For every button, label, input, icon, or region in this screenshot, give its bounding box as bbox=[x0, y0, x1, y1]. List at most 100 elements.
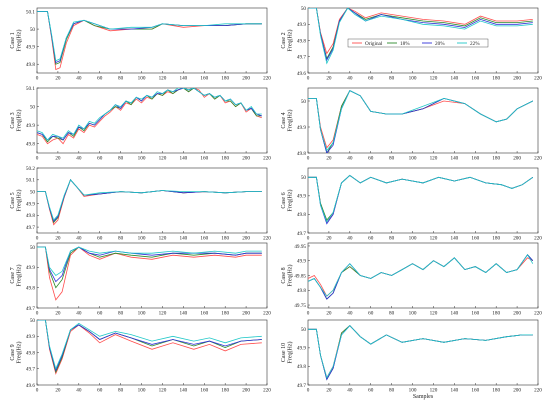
panel-case-1: 0 20 40 60 80 100 120 140 160 180 200 220 49.8 49.9 50… bbox=[10, 7, 271, 82]
y-tick-label: 49.75 bbox=[294, 303, 306, 309]
x-tick-label: 20 bbox=[326, 76, 332, 82]
y-tick-label: 50 bbox=[30, 104, 36, 110]
x-tick-label: 160 bbox=[200, 388, 208, 394]
x-tick-label: 140 bbox=[179, 236, 187, 242]
axes-frame bbox=[307, 87, 539, 154]
x-tick-label: 60 bbox=[97, 311, 103, 317]
y-tick-label: 49.7 bbox=[26, 225, 35, 231]
x-tick-label: 200 bbox=[513, 156, 521, 162]
x-tick-label: 20 bbox=[326, 156, 332, 162]
x-tick-label: 0 bbox=[36, 311, 39, 317]
y-axis-label: Freq(Hz) bbox=[287, 265, 294, 287]
x-tick-label: 220 bbox=[263, 156, 271, 162]
x-tick-label: 140 bbox=[179, 156, 187, 162]
x-tick-label: 180 bbox=[492, 76, 500, 82]
series-line-original bbox=[37, 246, 262, 301]
x-tick-label: 0 bbox=[307, 236, 310, 242]
y-tick-label: 50 bbox=[30, 318, 36, 324]
x-tick-label: 100 bbox=[138, 388, 146, 394]
x-tick-label: 200 bbox=[242, 76, 250, 82]
x-tick-label: 80 bbox=[389, 156, 395, 162]
x-tick-label: 40 bbox=[347, 236, 353, 242]
y-tick-label: 49.8 bbox=[26, 350, 35, 356]
y-tick-label: 49.8 bbox=[297, 38, 306, 44]
y-tick-label: 50.1 bbox=[26, 178, 35, 184]
series-line-22pct bbox=[308, 325, 533, 379]
y-tick-label: 49.9 bbox=[26, 265, 35, 271]
case-label: Case 10 bbox=[281, 343, 287, 362]
y-tick-label: 50.1 bbox=[26, 86, 35, 92]
legend-label: 22% bbox=[470, 41, 480, 47]
x-tick-label: 180 bbox=[221, 388, 229, 394]
x-tick-label: 200 bbox=[242, 388, 250, 394]
x-tick-label: 120 bbox=[430, 311, 438, 317]
x-tick-label: 60 bbox=[97, 388, 103, 394]
x-tick-label: 140 bbox=[450, 311, 458, 317]
x-tick-label: 200 bbox=[513, 76, 521, 82]
y-tick-label: 49.9 bbox=[297, 346, 306, 352]
x-tick-label: 160 bbox=[200, 156, 208, 162]
y-tick-label: 49.9 bbox=[26, 334, 35, 340]
x-tick-label: 180 bbox=[221, 236, 229, 242]
panel-case-10: 0 20 40 60 80 100 120 140 160 180 200 220 49.7 49.8 49… bbox=[281, 319, 542, 400]
x-tick-label: 100 bbox=[409, 388, 417, 394]
x-tick-label: 200 bbox=[513, 388, 521, 394]
x-tick-label: 0 bbox=[307, 311, 310, 317]
y-tick-label: 49.6 bbox=[297, 71, 306, 77]
axes-frame bbox=[307, 242, 539, 309]
x-tick-label: 80 bbox=[389, 236, 395, 242]
x-tick-label: 200 bbox=[242, 311, 250, 317]
x-tick-label: 160 bbox=[471, 156, 479, 162]
x-tick-label: 0 bbox=[36, 76, 39, 82]
x-tick-label: 120 bbox=[159, 76, 167, 82]
case-label: Case 5 bbox=[10, 192, 16, 208]
y-tick-label: 50 bbox=[301, 99, 307, 105]
x-tick-label: 180 bbox=[221, 311, 229, 317]
x-tick-label: 220 bbox=[263, 76, 271, 82]
x-tick-label: 80 bbox=[118, 311, 124, 317]
x-tick-label: 140 bbox=[450, 388, 458, 394]
x-tick-label: 200 bbox=[513, 311, 521, 317]
case-label: Case 6 bbox=[281, 192, 287, 208]
x-tick-label: 0 bbox=[36, 388, 39, 394]
panel-case-6: 0 20 40 60 80 100 120 140 160 180 200 220 49.7 49.8 49… bbox=[281, 167, 542, 242]
x-tick-label: 180 bbox=[492, 388, 500, 394]
y-tick-label: 49.8 bbox=[297, 212, 306, 218]
case-label: Case 9 bbox=[10, 344, 16, 360]
x-tick-label: 20 bbox=[55, 156, 61, 162]
case-label: Case 4 bbox=[281, 112, 287, 128]
x-tick-label: 0 bbox=[307, 388, 310, 394]
legend-box bbox=[347, 38, 489, 48]
axes-frame bbox=[36, 7, 268, 74]
y-tick-label: 50 bbox=[301, 6, 307, 12]
x-tick-label: 40 bbox=[76, 156, 82, 162]
x-tick-label: 40 bbox=[347, 156, 353, 162]
x-tick-label: 20 bbox=[326, 388, 332, 394]
y-tick-label: 49.95 bbox=[294, 244, 306, 250]
y-tick-label: 50 bbox=[301, 175, 307, 181]
y-tick-label: 50 bbox=[301, 327, 307, 333]
series-line-22pct bbox=[37, 246, 262, 277]
x-tick-label: 140 bbox=[450, 156, 458, 162]
y-tick-label: 49.85 bbox=[294, 273, 306, 279]
x-tick-label: 140 bbox=[450, 236, 458, 242]
axes-frame bbox=[36, 167, 268, 234]
case-label: Case 2 bbox=[281, 32, 287, 48]
x-tick-label: 80 bbox=[118, 388, 124, 394]
y-tick-label: 50.1 bbox=[26, 9, 35, 15]
y-axis-label: Freq(Hz) bbox=[287, 30, 294, 52]
x-tick-label: 80 bbox=[389, 76, 395, 82]
x-tick-label: 160 bbox=[200, 236, 208, 242]
x-tick-label: 180 bbox=[492, 236, 500, 242]
y-tick-label: 49.9 bbox=[297, 22, 306, 28]
x-tick-label: 200 bbox=[242, 236, 250, 242]
y-tick-label: 49.7 bbox=[26, 367, 35, 373]
x-tick-label: 180 bbox=[221, 76, 229, 82]
x-tick-label: 80 bbox=[118, 76, 124, 82]
panel-case-9: 0 20 40 60 80 100 120 140 160 180 200 220 49.6 49.7 49… bbox=[10, 318, 271, 394]
x-tick-label: 20 bbox=[55, 311, 61, 317]
panel-case-8: 0 20 40 60 80 100 120 140 160 180 200 220 49.75 49.8 4… bbox=[281, 242, 542, 317]
y-tick-label: 50 bbox=[30, 27, 36, 33]
x-tick-label: 20 bbox=[326, 311, 332, 317]
legend-label: 18% bbox=[400, 41, 410, 47]
